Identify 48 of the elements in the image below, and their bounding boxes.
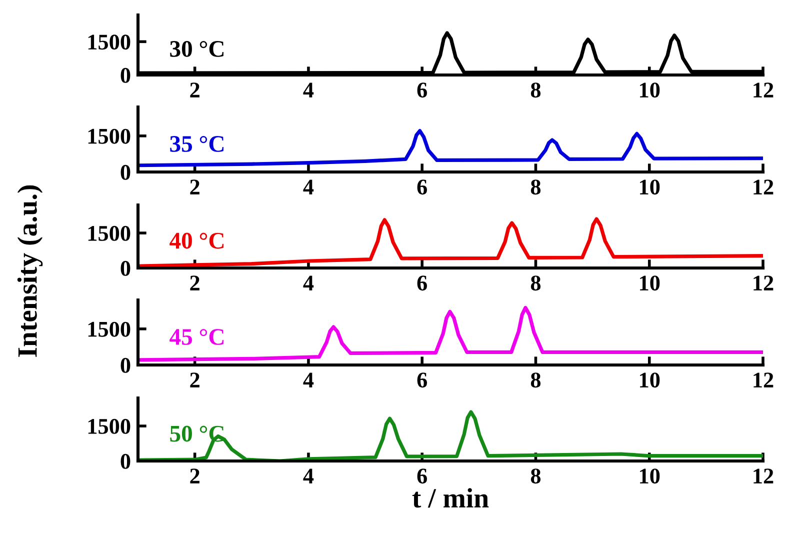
- y-tick-label: 0: [120, 68, 130, 83]
- series-label: 30 °C: [170, 40, 224, 57]
- y-tick-label: 1500: [88, 322, 130, 337]
- x-tick-label: 10: [640, 180, 660, 195]
- y-tick-label: 1500: [88, 128, 130, 144]
- x-axis-title: t / min: [412, 488, 489, 508]
- x-tick-label: 4: [303, 276, 314, 290]
- x-tick-label: 12: [754, 180, 774, 194]
- x-tick-label: 8: [530, 276, 541, 291]
- series-label: 40 °C: [170, 232, 224, 249]
- x-tick-label: 2: [190, 468, 200, 484]
- y-axis-title: Intensity (a.u.): [17, 185, 43, 357]
- line-series: [138, 129, 763, 168]
- x-tick-label: 6: [417, 276, 427, 291]
- x-tick-label: 10: [640, 372, 660, 388]
- x-tick-label: 8: [530, 468, 541, 484]
- x-tick-label: 12: [754, 468, 774, 484]
- x-tick-label: 8: [530, 372, 541, 388]
- x-tick-label: 6: [417, 468, 427, 484]
- x-tick-label: 4: [303, 468, 314, 484]
- y-tick-label: 0: [120, 164, 130, 180]
- x-tick-label: 2: [190, 82, 200, 98]
- x-tick-label: 10: [640, 276, 660, 291]
- x-tick-label: 6: [417, 372, 427, 388]
- x-tick-label: 8: [530, 82, 541, 98]
- x-tick-label: 12: [754, 276, 774, 290]
- x-tick-label: 10: [640, 468, 660, 484]
- series-label: 45 °C: [170, 328, 224, 345]
- y-tick-label: 0: [120, 454, 130, 469]
- x-tick-label: 4: [303, 180, 314, 194]
- y-tick-label: 1500: [88, 226, 130, 241]
- y-tick-label: 1500: [88, 418, 130, 434]
- x-tick-label: 2: [190, 180, 200, 194]
- x-tick-label: 4: [303, 372, 314, 388]
- x-tick-label: 6: [417, 180, 427, 195]
- x-tick-label: 6: [417, 82, 427, 98]
- x-tick-label: 8: [530, 180, 541, 195]
- x-tick-label: 2: [190, 276, 200, 290]
- y-tick-label: 0: [120, 260, 130, 276]
- x-tick-label: 2: [190, 372, 200, 388]
- line-series: [138, 306, 763, 362]
- y-tick-label: 1500: [88, 34, 130, 50]
- x-tick-label: 12: [754, 372, 774, 388]
- x-tick-label: 10: [640, 82, 660, 98]
- x-tick-label: 4: [303, 82, 314, 98]
- series-label: 35 °C: [170, 136, 224, 152]
- x-tick-label: 12: [754, 82, 774, 98]
- y-tick-label: 0: [120, 358, 130, 373]
